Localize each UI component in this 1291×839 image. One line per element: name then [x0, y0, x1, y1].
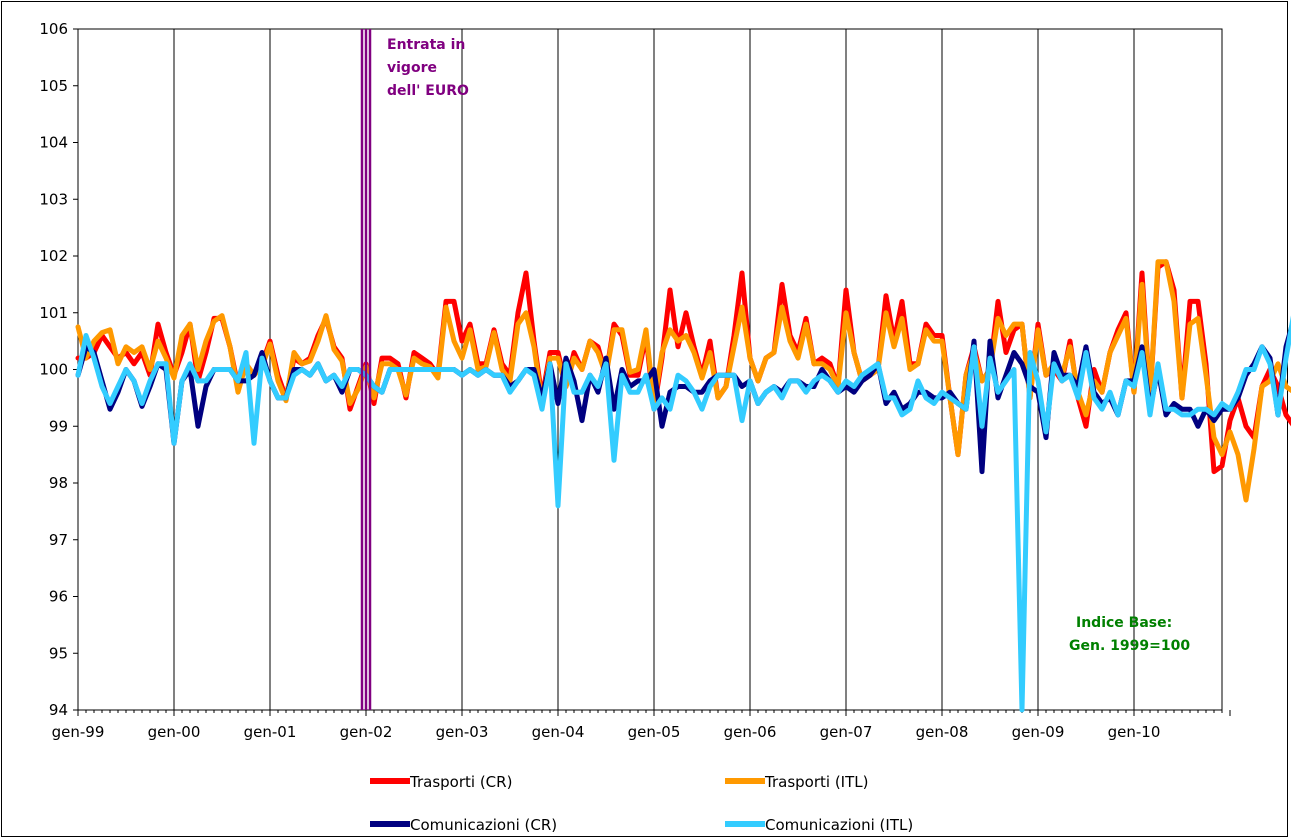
- legend-item-comunicazioni-cr: Comunicazioni (CR): [370, 816, 557, 834]
- legend-item-comunicazioni-itl: Comunicazioni (ITL): [725, 816, 913, 834]
- x-tick-label: gen-00: [148, 723, 201, 741]
- euro-annotation-line-2: vigore: [387, 60, 437, 76]
- base-index-annotation-line-2: Gen. 1999=100: [1069, 638, 1190, 654]
- legend-label: Comunicazioni (ITL): [765, 816, 913, 834]
- y-tick-label: 102: [39, 247, 68, 265]
- y-tick-label: 95: [49, 644, 68, 662]
- x-tick-label: gen-09: [1012, 723, 1065, 741]
- euro-annotation-line-3: dell' EURO: [387, 83, 469, 99]
- series-lines: [75, 259, 1291, 713]
- x-tick-label: gen-06: [724, 723, 777, 741]
- series-line-4: [75, 315, 1291, 713]
- x-tick-label: gen-05: [628, 723, 681, 741]
- x-axis: gen-99 gen-00 gen-01 gen-02 gen-03 gen-04 gen-…: [52, 710, 1231, 741]
- x-tick-label: gen-02: [340, 723, 393, 741]
- y-tick-label: 97: [49, 531, 68, 549]
- x-tick-label: gen-04: [532, 723, 585, 741]
- y-tick-label: 98: [49, 474, 68, 492]
- y-tick-label: 105: [39, 77, 68, 95]
- x-tick-label: gen-01: [244, 723, 297, 741]
- y-axis: 94 95 96 97 98 99 100 101 102 103 104 105 106: [39, 20, 78, 719]
- legend-label: Comunicazioni (CR): [410, 816, 557, 834]
- legend-item-trasporti-itl: Trasporti (ITL): [725, 773, 868, 791]
- legend-item-trasporti-cr: Trasporti (CR): [370, 773, 512, 791]
- euro-annotation-line-1: Entrata in: [387, 37, 465, 53]
- y-tick-label: 101: [39, 304, 68, 322]
- x-tick-label: gen-99: [52, 723, 105, 741]
- x-tick-label: gen-08: [916, 723, 969, 741]
- legend-label: Trasporti (CR): [409, 773, 512, 791]
- legend-label: Trasporti (ITL): [764, 773, 868, 791]
- y-tick-label: 103: [39, 190, 68, 208]
- euro-marker: [360, 29, 372, 710]
- x-tick-label: gen-03: [436, 723, 489, 741]
- y-tick-label: 96: [49, 588, 68, 606]
- y-tick-label: 100: [39, 361, 68, 379]
- base-index-annotation-line-1: Indice Base:: [1076, 615, 1172, 631]
- y-tick-label: 106: [39, 20, 68, 38]
- grid-lines: [173, 29, 1135, 710]
- x-tick-label: gen-10: [1108, 723, 1161, 741]
- y-tick-label: 99: [49, 417, 68, 435]
- y-tick-label: 104: [39, 134, 68, 152]
- legend: Trasporti (CR) Trasporti (ITL) Comunicaz…: [370, 773, 913, 834]
- y-tick-label: 94: [49, 701, 68, 719]
- x-tick-label: gen-07: [820, 723, 873, 741]
